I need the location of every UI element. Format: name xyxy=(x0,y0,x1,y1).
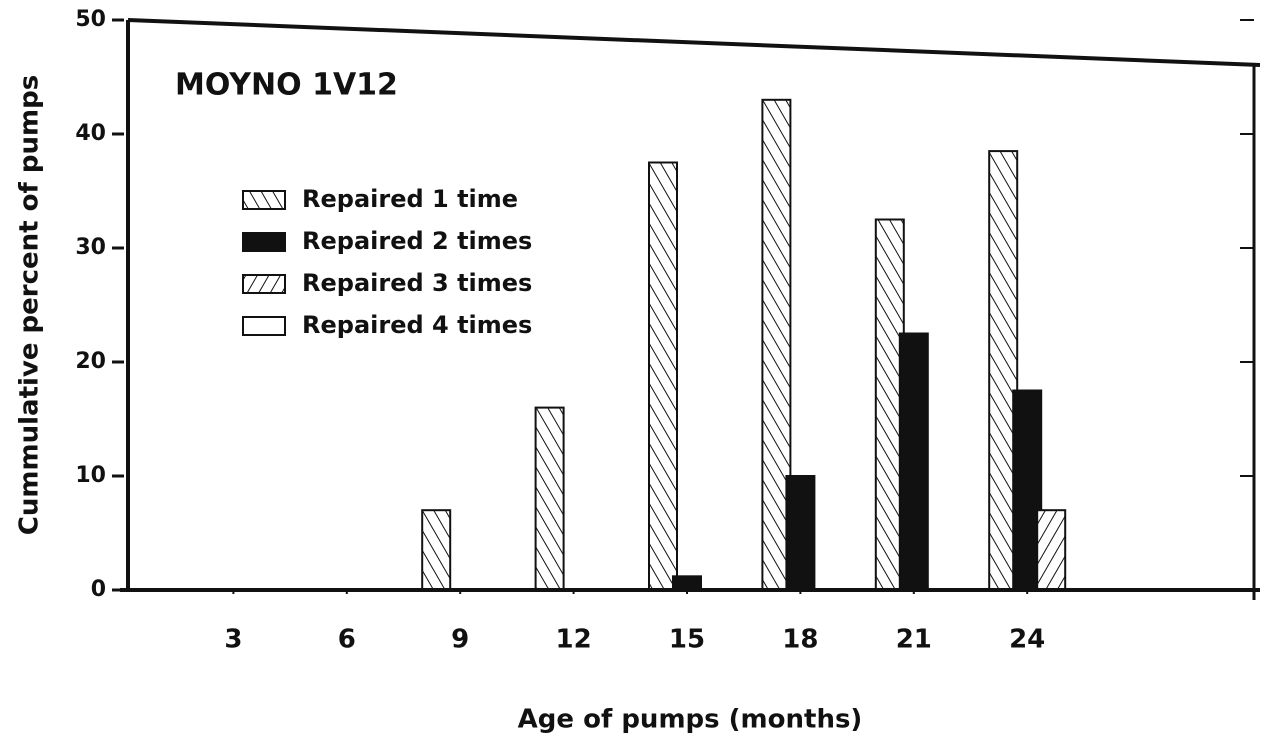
legend-swatch xyxy=(242,316,286,336)
y-tick-label: 50 xyxy=(75,7,106,32)
y-tick-label: 30 xyxy=(75,235,106,260)
annotation: MOYNO 1V12 xyxy=(175,68,398,103)
legend-label: Repaired 4 times xyxy=(302,311,532,339)
bar xyxy=(785,475,816,591)
y-tick-label: 40 xyxy=(75,121,106,146)
y-tick-label: 0 xyxy=(91,577,106,602)
legend-label: Repaired 1 time xyxy=(302,185,518,213)
top-frame xyxy=(127,18,1261,67)
x-tick-label: 9 xyxy=(451,625,469,655)
bar xyxy=(1036,509,1067,592)
x-tick-label: 3 xyxy=(224,625,242,655)
legend-swatch xyxy=(242,190,286,210)
y-axis-label: Cummulative percent of pumps xyxy=(15,75,45,535)
legend-label: Repaired 2 times xyxy=(302,227,532,255)
x-tick-label: 12 xyxy=(556,625,592,655)
x-tick-label: 24 xyxy=(1009,625,1045,655)
bar xyxy=(534,406,565,591)
bar xyxy=(421,509,452,592)
x-tick-label: 18 xyxy=(782,625,818,655)
bar xyxy=(672,575,702,592)
x-axis-label: Age of pumps (months) xyxy=(518,705,863,735)
legend-swatch xyxy=(242,232,286,252)
legend-label: Repaired 3 times xyxy=(302,269,532,297)
x-tick-label: 21 xyxy=(896,625,932,655)
bar xyxy=(898,332,929,591)
bar xyxy=(648,161,678,591)
y-tick-label: 20 xyxy=(75,349,106,374)
y-tick-label: 10 xyxy=(75,463,106,488)
legend-swatch xyxy=(242,274,286,294)
x-tick-label: 6 xyxy=(338,625,356,655)
x-tick-label: 15 xyxy=(669,625,705,655)
